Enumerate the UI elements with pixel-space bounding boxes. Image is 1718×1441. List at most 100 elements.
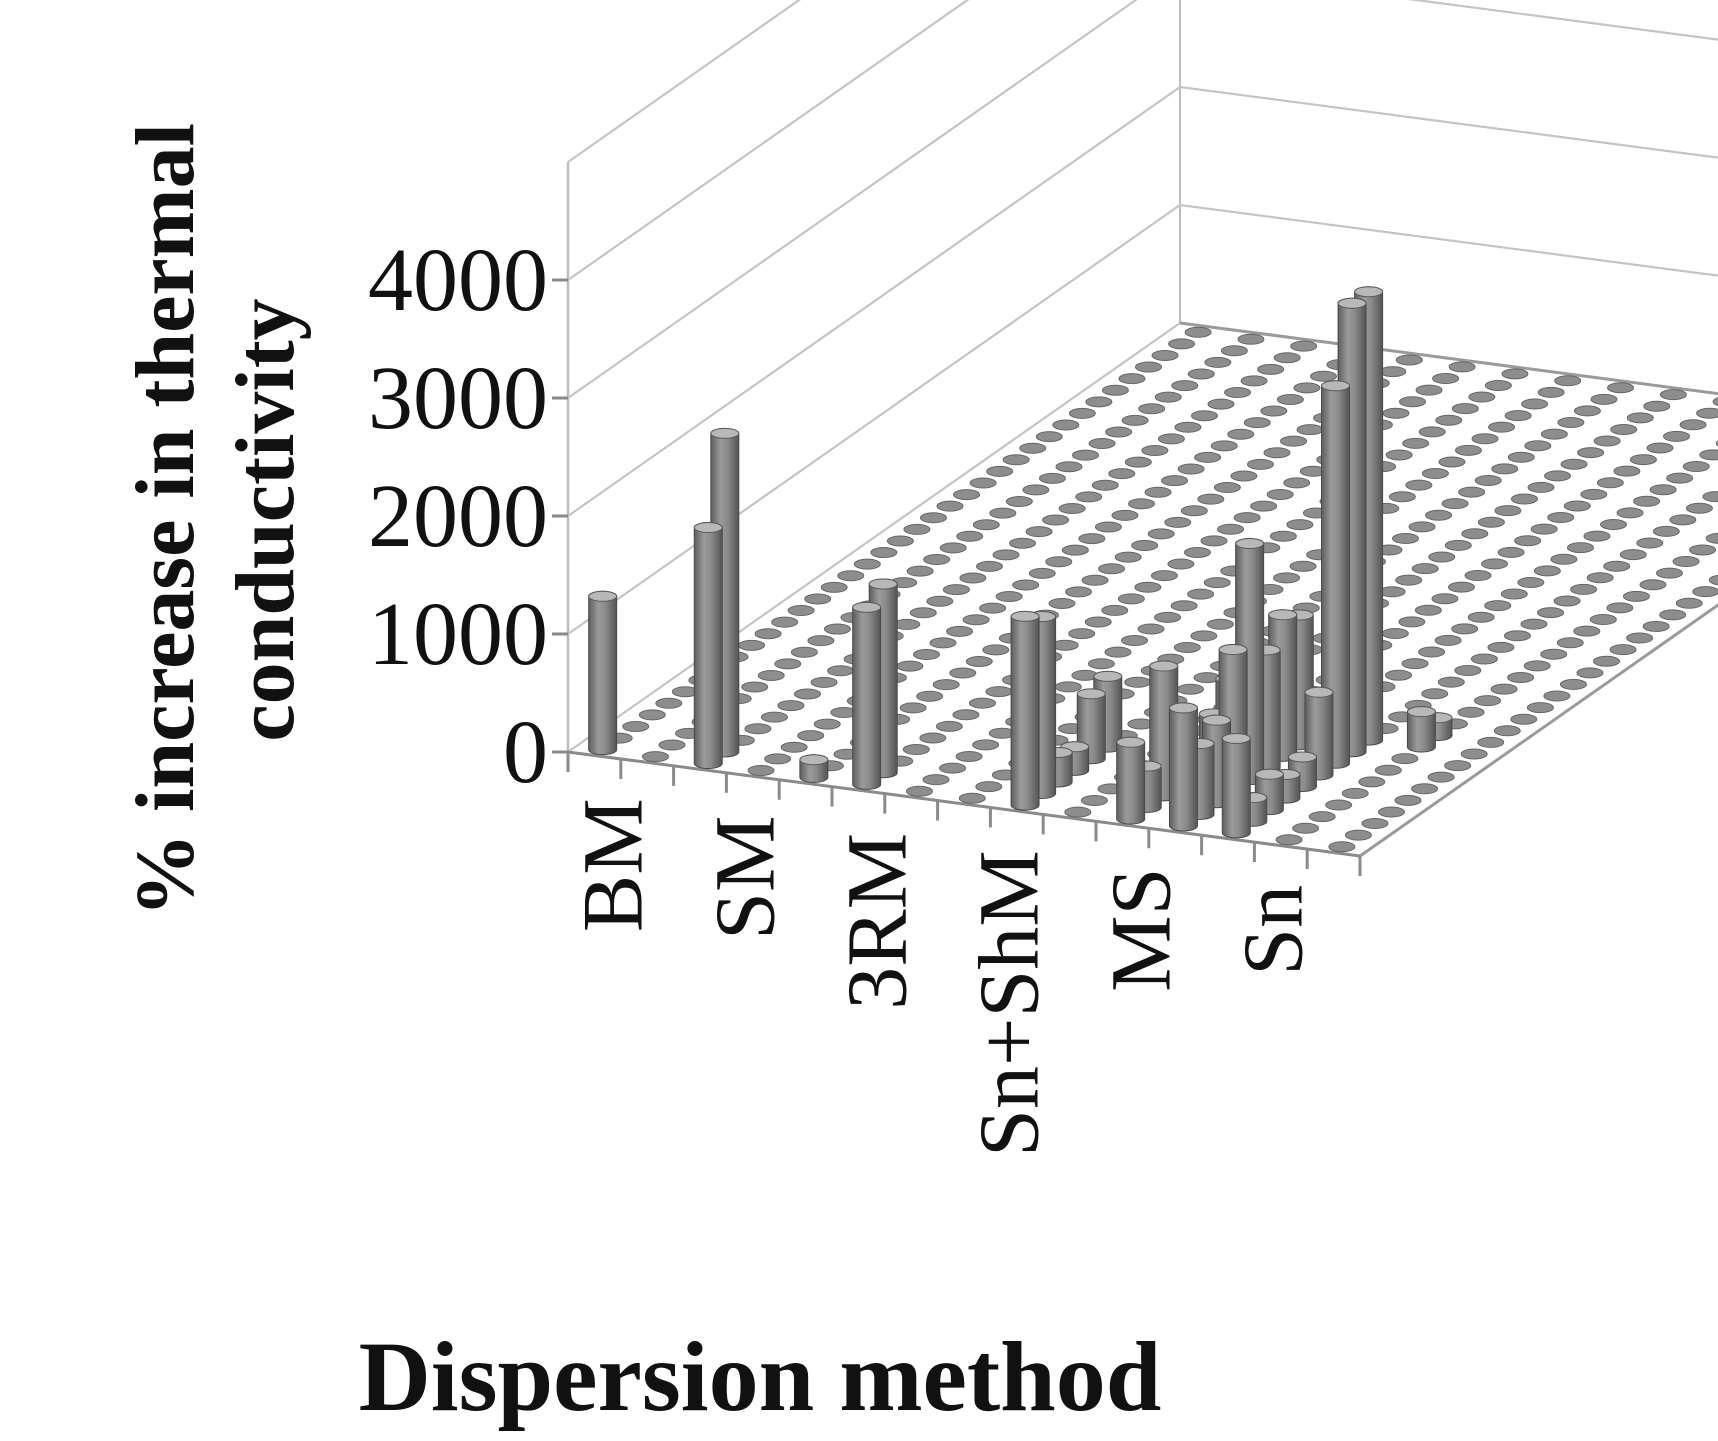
bar-3RM-5-3 [902, 744, 930, 756]
bar-Sn-13-25 [1689, 544, 1717, 556]
bar-Sn-13-7 [1391, 753, 1419, 765]
bar-BM-0-28 [1052, 419, 1080, 431]
bar-BM-0-3 [638, 709, 666, 721]
bar-BM-1-24 [1038, 472, 1066, 484]
bar-MS-11-26 [1600, 518, 1628, 530]
bar-SM-4-10 [965, 655, 993, 667]
bar-3RM-7-13 [1173, 641, 1201, 653]
bar-Sn+ShM-8-25 [1425, 509, 1453, 521]
bar-SM-3-28 [1210, 440, 1238, 452]
bar-MS-12-0 [1221, 732, 1251, 839]
bar-SM-4-18 [1098, 563, 1126, 575]
bar-Sn-13-4 [1341, 787, 1369, 799]
bar-SM-3-12 [946, 625, 974, 637]
bar-Sn+ShM-9-26 [1494, 505, 1522, 517]
bar-SM-3-11 [929, 637, 957, 649]
bar-SM-4-35 [1379, 366, 1407, 378]
bar-MS-11-25 [1583, 530, 1611, 542]
bar-SM-4-25 [1213, 482, 1241, 494]
bar-BM-2-7 [810, 676, 838, 688]
bar-Sn+ShM-8-28 [1474, 474, 1502, 486]
bar-BM-2-17 [975, 560, 1003, 572]
bar-3RM-5-24 [1250, 500, 1278, 512]
bar-MS-11-29 [1649, 484, 1677, 496]
bar-SM-3-29 [1227, 428, 1255, 440]
bar-Sn+ShM-8-32 [1540, 428, 1568, 440]
y-tick-label-1: 1000 [368, 585, 548, 684]
bar-SM-4-29 [1280, 435, 1308, 447]
bar-3RM-7-20 [1289, 560, 1317, 572]
x-category-label-1: SM [697, 816, 793, 940]
bar-3RM-7-14 [1190, 630, 1218, 642]
x-axis-ticks: BM SM 3RM Sn+ShM MS Sn [565, 752, 1362, 1157]
bar-Sn-13-6 [1374, 764, 1402, 776]
bar-3RM-6-14 [1137, 623, 1165, 635]
bar-3RM-5-0 [852, 601, 882, 790]
bar-MS-10-25 [1530, 523, 1558, 535]
bar-SM-3-24 [1144, 486, 1172, 498]
bar-3RM-5-4 [919, 732, 947, 744]
bar-MS-11-22 [1533, 565, 1561, 577]
bar-3RM-7-29 [1438, 456, 1466, 468]
bar-BM-2-33 [1240, 375, 1268, 387]
y-tick-label-4: 4000 [368, 231, 548, 330]
bar-3RM-5-5 [935, 720, 963, 732]
bar-BM-2-27 [1141, 444, 1169, 456]
bar-MS-11-18 [1467, 611, 1495, 623]
bar-BM-2-4 [760, 711, 788, 723]
bar-MS-10-18 [1414, 604, 1442, 616]
gridline-4 [567, 0, 970, 281]
bar-MS-10-28 [1580, 488, 1608, 500]
x-category-label-0: BM [565, 798, 661, 932]
bar-3RM-5-34 [1415, 384, 1443, 396]
bar-3RM-7-15 [1206, 618, 1234, 630]
bar-SM-4-30 [1296, 424, 1324, 436]
bar-BM-0-33 [1135, 361, 1163, 373]
bar-Sn-14-18 [1626, 632, 1654, 644]
bar-Sn-14-6 [1427, 771, 1455, 783]
bar-BM-2-14 [926, 595, 954, 607]
bar-MS-10-20 [1447, 581, 1475, 593]
bar-SM-4-9 [949, 667, 977, 679]
bar-SM-4-7 [916, 690, 944, 702]
bar-Sn+ShM-9-33 [1610, 423, 1638, 435]
bar-MS-11-13 [1384, 669, 1412, 681]
bar-SM-4-22 [1164, 516, 1192, 528]
bar-Sn-14-11 [1510, 713, 1538, 725]
bar-BM-2-29 [1174, 421, 1202, 433]
bar-Sn-13-17 [1556, 637, 1584, 649]
bar-3RM-5-16 [1117, 593, 1145, 605]
bar-3RM-7-34 [1521, 398, 1549, 410]
bar-MS-11-28 [1633, 495, 1661, 507]
x-category-label-2: 3RM [829, 833, 925, 1010]
bar-BM-1-6 [741, 681, 769, 693]
bar-3RM-7-26 [1388, 491, 1416, 503]
bar-Sn-13-3 [1325, 799, 1353, 811]
bar-BM-1-31 [1154, 391, 1182, 403]
bar-3RM-5-33 [1399, 396, 1427, 408]
bar-Sn-14-22 [1692, 586, 1718, 598]
bar-SM-3-16 [1012, 579, 1040, 591]
bar-3RM-5-8 [985, 686, 1013, 698]
bar-3RM-5-18 [1150, 570, 1178, 582]
bar-BM-2-5 [777, 700, 805, 712]
bar-Sn+ShM-9-25 [1477, 516, 1505, 528]
bar-MS-11-19 [1484, 600, 1512, 612]
bar-SM-4-0 [799, 754, 829, 783]
bar-Sn+ShM-9-28 [1527, 481, 1555, 493]
bar-3RM-5-6 [952, 709, 980, 721]
bar-MS-12-17 [1503, 630, 1531, 642]
bar-3RM-5-22 [1217, 523, 1245, 535]
bar-SM-4-24 [1197, 493, 1225, 505]
bar-3RM-6-12 [1104, 646, 1132, 658]
bar-3RM-5-32 [1382, 407, 1410, 419]
bar-3RM-6-23 [1286, 519, 1314, 531]
bar-Sn-14-5 [1411, 783, 1439, 795]
bar-BM-0-27 [1035, 431, 1063, 443]
bar-SM-3-13 [962, 614, 990, 626]
bar-Sn-14-21 [1675, 597, 1703, 609]
bar-3RM-6-16 [1170, 600, 1198, 612]
bar-3RM-7-36 [1554, 375, 1582, 387]
bar-BM-2-3 [744, 723, 772, 735]
bar-3RM-7-27 [1405, 479, 1433, 491]
